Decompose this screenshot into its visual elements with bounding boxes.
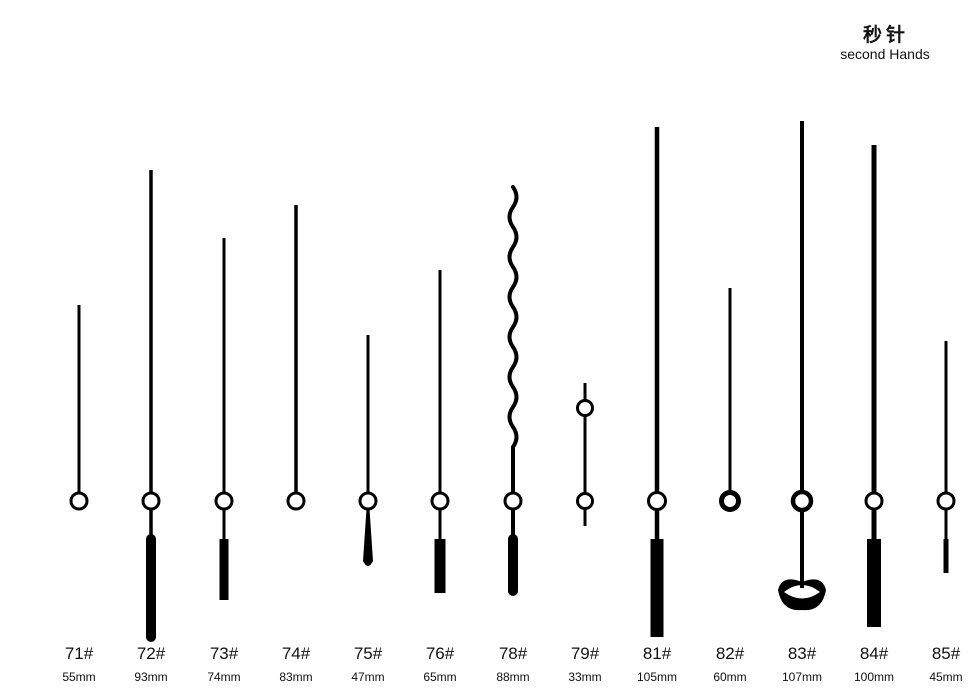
hand-78-pointer <box>507 185 519 497</box>
hand-81-code: 81# <box>642 644 672 663</box>
hand-82-hub <box>719 490 741 512</box>
hand-76-length: 65mm <box>423 670 457 684</box>
hand-74-hub <box>286 491 306 511</box>
hand-72-hub <box>141 491 161 511</box>
hand-85-hub <box>936 491 956 511</box>
hand-85-length: 45mm <box>929 670 963 684</box>
hand-72-code: 72# <box>136 644 166 663</box>
catalog-title-english: second Hands <box>840 46 930 62</box>
hand-79-hub <box>576 492 594 510</box>
hand-75-length: 47mm <box>351 670 385 684</box>
hand-84-code: 84# <box>859 644 889 663</box>
hand-75-hub <box>358 491 378 511</box>
hand-74-length: 83mm <box>279 670 313 684</box>
hand-84-hub <box>864 491 884 511</box>
hand-85-code: 85# <box>931 644 961 663</box>
hand-71-length: 55mm <box>62 670 96 684</box>
hand-74-code: 74# <box>281 644 311 663</box>
hand-81-hub <box>647 491 667 511</box>
hand-78-code: 78# <box>498 644 528 663</box>
catalog-title-chinese: 秒针 <box>862 24 909 46</box>
hand-83-hub <box>790 489 814 513</box>
hand-75-tail <box>363 509 373 566</box>
hand-83-code: 83# <box>787 644 817 663</box>
hand-72-length: 93mm <box>134 670 168 684</box>
hand-73-hub <box>214 491 234 511</box>
hand-71-code: 71# <box>64 644 94 663</box>
hand-81-length: 105mm <box>636 670 677 684</box>
hand-75-code: 75# <box>353 644 383 663</box>
hand-73-code: 73# <box>209 644 239 663</box>
hand-83-crescent <box>778 579 826 611</box>
hand-78-hub <box>503 491 523 511</box>
hand-82-code: 82# <box>715 644 745 663</box>
hand-84-length: 100mm <box>853 670 894 684</box>
hand-79-upper-hub <box>576 399 594 417</box>
hand-76-hub <box>430 491 450 511</box>
hand-79-code: 79# <box>570 644 600 663</box>
hand-82-length: 60mm <box>713 670 747 684</box>
hand-73-length: 74mm <box>207 670 241 684</box>
hand-79-length: 33mm <box>568 670 602 684</box>
hand-76-code: 76# <box>425 644 455 663</box>
hand-78-length: 88mm <box>496 670 530 684</box>
hand-83-length: 107mm <box>781 670 822 684</box>
hand-71-hub <box>69 491 89 511</box>
